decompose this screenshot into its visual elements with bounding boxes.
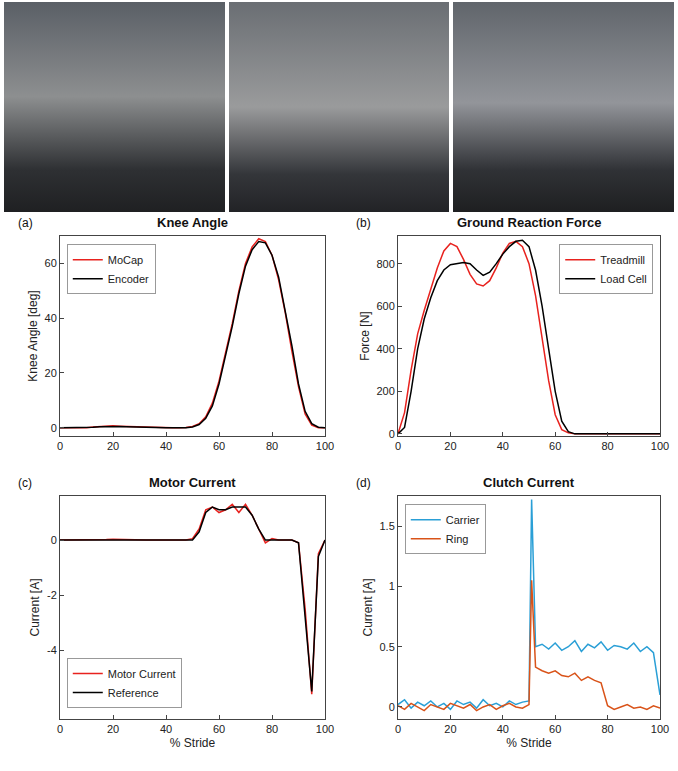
- svg-text:600: 600: [376, 300, 394, 312]
- svg-text:Motor Current: Motor Current: [149, 475, 236, 490]
- svg-text:60: 60: [213, 723, 225, 735]
- svg-text:40: 40: [160, 723, 172, 735]
- svg-text:80: 80: [266, 440, 278, 452]
- svg-text:20: 20: [45, 367, 57, 379]
- svg-text:(d): (d): [356, 476, 371, 490]
- svg-text:0: 0: [395, 440, 401, 452]
- svg-text:20: 20: [107, 440, 119, 452]
- svg-text:Current [A]: Current [A]: [361, 578, 375, 636]
- svg-text:1: 1: [389, 580, 395, 592]
- svg-text:40: 40: [160, 440, 172, 452]
- svg-text:1.5: 1.5: [380, 520, 395, 532]
- svg-text:Motor Current: Motor Current: [108, 668, 176, 680]
- svg-text:0.5: 0.5: [380, 641, 395, 653]
- svg-text:80: 80: [266, 723, 278, 735]
- svg-text:Reference: Reference: [108, 687, 159, 699]
- svg-text:60: 60: [549, 723, 561, 735]
- svg-text:Encoder: Encoder: [108, 273, 149, 285]
- svg-text:800: 800: [376, 258, 394, 270]
- svg-text:0: 0: [395, 723, 401, 735]
- svg-text:0: 0: [51, 534, 57, 546]
- svg-text:0: 0: [389, 428, 395, 440]
- svg-text:(c): (c): [18, 476, 32, 490]
- svg-text:40: 40: [497, 723, 509, 735]
- svg-text:100: 100: [316, 723, 334, 735]
- svg-text:60: 60: [549, 440, 561, 452]
- svg-text:Carrier: Carrier: [446, 514, 480, 526]
- svg-text:400: 400: [376, 343, 394, 355]
- svg-text:0: 0: [57, 723, 63, 735]
- svg-text:(b): (b): [356, 216, 371, 230]
- svg-text:Ground Reaction Force: Ground Reaction Force: [457, 215, 601, 230]
- svg-text:MoCap: MoCap: [108, 254, 143, 266]
- svg-text:-4: -4: [47, 644, 57, 656]
- svg-text:% Stride: % Stride: [170, 736, 216, 750]
- svg-text:Load Cell: Load Cell: [600, 273, 646, 285]
- svg-text:Current [A]: Current [A]: [28, 578, 42, 636]
- svg-text:0: 0: [57, 440, 63, 452]
- svg-text:40: 40: [45, 312, 57, 324]
- svg-text:0: 0: [51, 422, 57, 434]
- svg-text:100: 100: [651, 723, 669, 735]
- svg-text:100: 100: [316, 440, 334, 452]
- svg-text:20: 20: [444, 440, 456, 452]
- svg-text:% Stride: % Stride: [506, 736, 552, 750]
- svg-text:60: 60: [213, 440, 225, 452]
- svg-text:80: 80: [601, 723, 613, 735]
- svg-text:80: 80: [601, 440, 613, 452]
- svg-text:20: 20: [444, 723, 456, 735]
- svg-text:(a): (a): [18, 216, 33, 230]
- svg-text:200: 200: [376, 385, 394, 397]
- svg-text:Knee Angle [deg]: Knee Angle [deg]: [26, 290, 40, 381]
- svg-text:Force [N]: Force [N]: [358, 311, 372, 360]
- svg-text:60: 60: [45, 257, 57, 269]
- svg-text:20: 20: [107, 723, 119, 735]
- svg-text:-2: -2: [47, 589, 57, 601]
- svg-text:0: 0: [389, 701, 395, 713]
- svg-text:40: 40: [497, 440, 509, 452]
- svg-text:Treadmill: Treadmill: [600, 254, 645, 266]
- svg-text:100: 100: [651, 440, 669, 452]
- svg-text:Ring: Ring: [446, 533, 469, 545]
- svg-text:Clutch Current: Clutch Current: [483, 475, 575, 490]
- svg-text:Knee Angle: Knee Angle: [157, 215, 228, 230]
